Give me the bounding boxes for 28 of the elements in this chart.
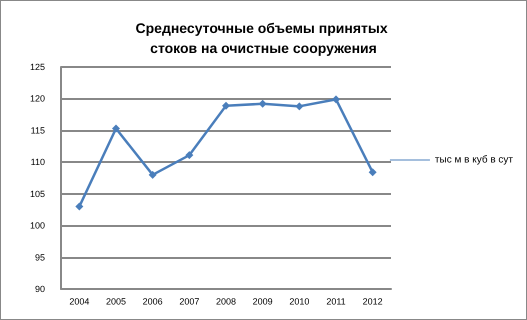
y-tick-label: 115 [30,125,45,136]
y-tick-label: 120 [30,94,45,104]
point [75,202,84,211]
point [368,168,377,176]
x-tick-label: 2009 [252,296,273,306]
point [112,124,120,133]
x-tick-label: 2004 [69,296,90,306]
x-tick-label: 2007 [179,296,200,306]
y-tick-label: 90 [34,284,45,294]
x-tick-label: 2012 [362,296,383,306]
y-tick-label: 95 [34,252,45,262]
x-tick-label: 2010 [289,296,310,306]
x-tick-label: 2011 [326,296,346,306]
point [295,102,304,110]
point [148,170,157,179]
y-tick-label: 100 [30,220,45,231]
y-tick-label: 105 [30,188,45,199]
x-tick-label: 2005 [106,296,126,306]
x-tick-label: 2006 [142,296,163,306]
point [332,95,340,104]
point [258,100,267,108]
point [222,102,230,110]
y-tick-label: 125 [30,62,45,72]
chart-title: Среднесуточные объемы принятых стоков на очистные сооружения [136,20,392,56]
point [185,151,194,160]
x-tick-label: 2008 [216,296,236,306]
y-tick-label: 110 [30,157,45,168]
legend-label: тыс м в куб в сут [434,154,514,166]
